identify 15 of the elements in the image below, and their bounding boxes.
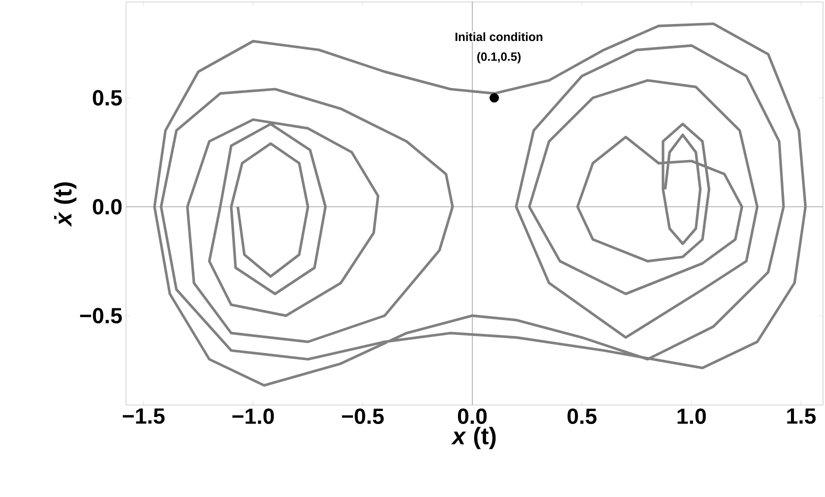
- x-tick-label: −0.5: [342, 408, 384, 424]
- line-series: [153, 22, 807, 387]
- annotation: Initial condition: [456, 32, 542, 42]
- x-tick-label: 0.0: [458, 408, 487, 424]
- x-axis-title: x (t): [451, 426, 496, 450]
- annotation: (0.1,0.5): [477, 52, 521, 64]
- y-tick-label: 0.0: [92, 198, 122, 215]
- y-tick-label: 0.5: [92, 90, 122, 106]
- x-tick-label: 1.0: [678, 408, 706, 424]
- y-tick-label: −0.5: [80, 308, 122, 324]
- x-tick-label: 0.5: [568, 408, 597, 424]
- x-tick-label: −1.5: [122, 408, 165, 424]
- y-axis-title: ẋ (t): [54, 182, 76, 227]
- x-tick-label: −1.0: [232, 408, 274, 424]
- x-tick-label: 1.5: [787, 408, 816, 424]
